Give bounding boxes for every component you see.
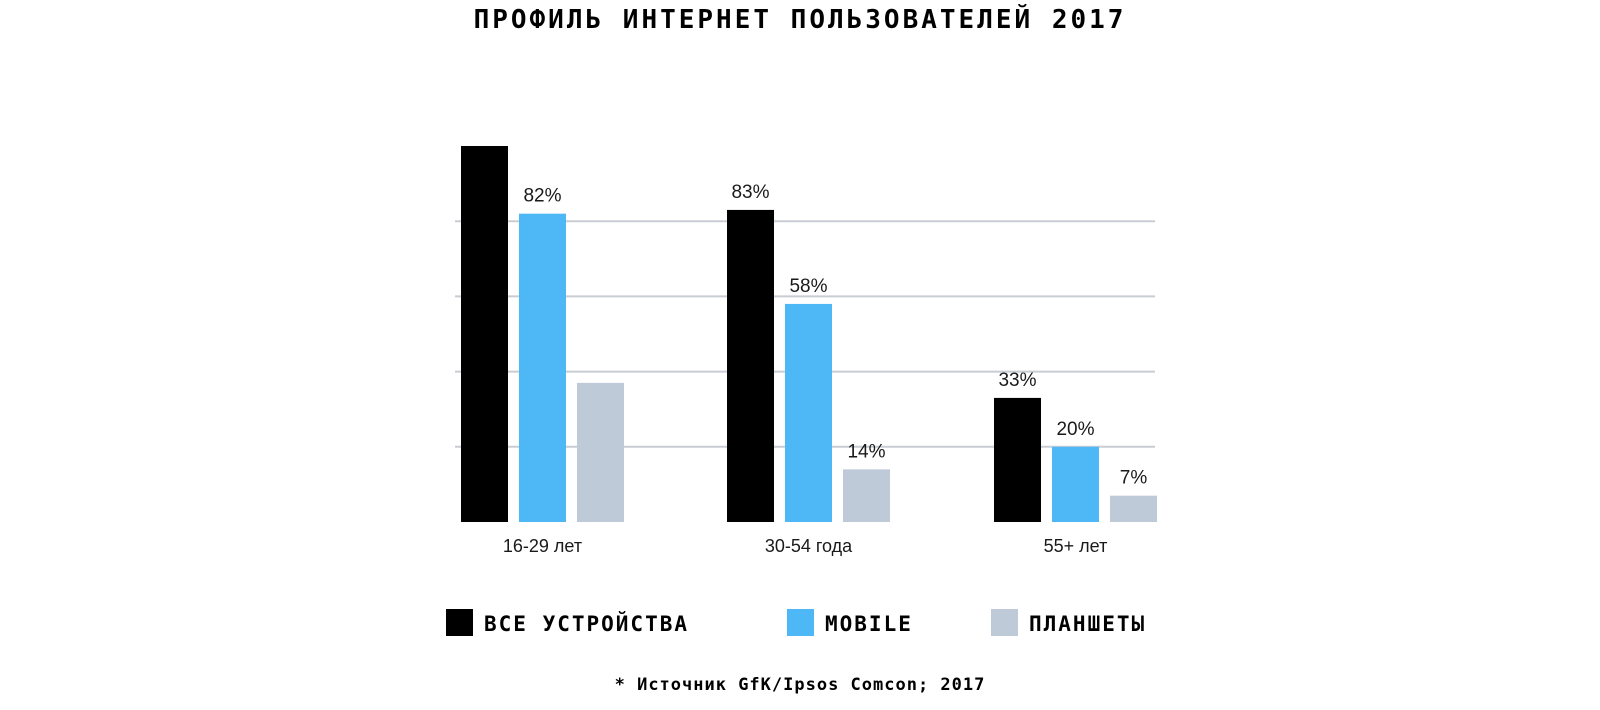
source-note: * Источник GfK/Ipsos Comcon; 2017 [615,675,986,695]
legend-label: MOBILE [825,612,913,636]
legend-swatch [991,609,1018,636]
category-labels: 16-29 лет 30-54 года 55+ лет [503,536,1107,556]
bars [461,146,1157,523]
bar [843,469,890,522]
legend-swatch [787,609,814,636]
legend: ВСЕ УСТРОЙСТВА MOBILE ПЛАНШЕТЫ [446,609,1146,636]
bar [727,209,774,523]
legend-label: ПЛАНШЕТЫ [1029,612,1146,636]
legend-swatch [446,609,473,636]
bar [785,303,832,522]
data-label: 7% [1120,468,1148,489]
bar [1052,446,1099,522]
data-label: 14% [847,441,885,462]
legend-label: ВСЕ УСТРОЙСТВА [484,611,689,636]
bar [519,213,566,522]
data-label: 20% [1056,419,1094,440]
data-label: 83% [731,182,769,203]
bar [994,397,1041,522]
chart-title: ПРОФИЛЬ ИНТЕРНЕТ ПОЛЬЗОВАТЕЛЕЙ 2017 [474,3,1127,35]
category-label: 16-29 лет [503,536,582,556]
bar [1110,495,1157,522]
category-label: 55+ лет [1044,536,1108,556]
category-label: 30-54 года [765,536,853,556]
data-labels: 82% 83% 58% 14% 33% 20% 7% [523,182,1147,489]
bar [461,146,508,522]
data-label: 58% [789,276,827,297]
data-label: 33% [998,370,1036,391]
data-label: 82% [523,186,561,207]
bar [577,382,624,522]
